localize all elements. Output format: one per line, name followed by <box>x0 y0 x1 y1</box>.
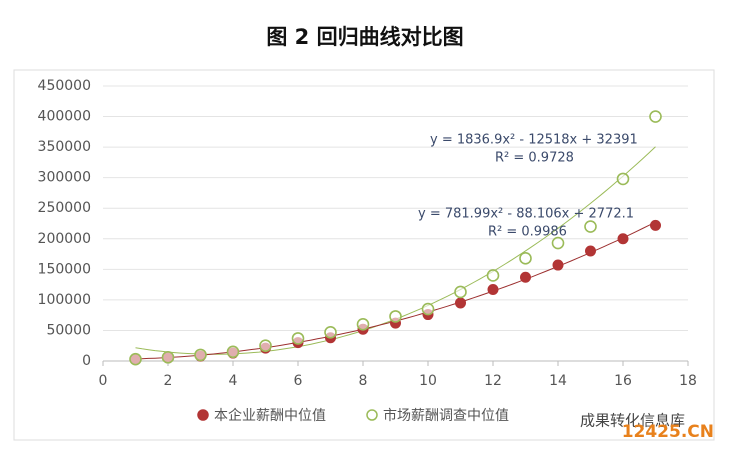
point <box>259 339 272 353</box>
y-tick-label: 200000 <box>38 231 91 247</box>
y-tick-label: 400000 <box>38 109 91 125</box>
point <box>584 220 597 233</box>
x-tick-label: 6 <box>294 373 303 389</box>
point <box>356 318 370 331</box>
point <box>616 172 630 186</box>
x-tick-label: 10 <box>419 373 437 389</box>
point <box>421 302 435 316</box>
point <box>487 284 499 295</box>
x-tick-label: 18 <box>679 373 697 389</box>
x-tick-label: 4 <box>229 373 238 389</box>
trendline <box>135 221 656 360</box>
watermark-site: 12425.CN <box>622 422 714 442</box>
y-tick-label: 450000 <box>38 78 91 94</box>
point <box>129 352 142 366</box>
point <box>585 245 596 257</box>
trend-equation: y = 781.99x² - 88.106x + 2772.1 <box>418 207 634 222</box>
x-tick-label: 2 <box>164 373 173 389</box>
point <box>389 310 402 323</box>
x-tick-label: 0 <box>99 373 108 389</box>
y-tick-label: 350000 <box>38 139 91 155</box>
point <box>486 269 500 282</box>
x-tick-label: 8 <box>359 373 368 389</box>
point <box>324 325 337 339</box>
trend-equation: y = 1836.9x² - 12518x + 32391 <box>430 133 638 148</box>
trend-r2: R² = 0.9728 <box>495 151 574 166</box>
point <box>161 351 175 364</box>
trend-r2: R² = 0.9986 <box>488 225 567 240</box>
point <box>455 297 466 309</box>
legend-marker <box>197 409 209 421</box>
y-tick-label: 100000 <box>38 292 91 308</box>
watermark-text: 成果转化信息库 <box>580 412 685 430</box>
point <box>649 110 662 123</box>
point <box>617 233 629 245</box>
legend-marker <box>366 409 378 421</box>
point <box>194 348 207 362</box>
y-tick-label: 50000 <box>46 322 91 338</box>
point <box>226 345 240 359</box>
legend-label: 本企业薪酬中位值 <box>214 407 326 424</box>
legend-label: 市场薪酬调查中位值 <box>383 407 509 424</box>
x-tick-label: 14 <box>549 373 567 389</box>
y-tick-label: 250000 <box>38 200 91 216</box>
y-tick-label: 150000 <box>38 261 91 277</box>
point <box>291 332 305 345</box>
point <box>519 252 532 265</box>
point <box>650 219 661 231</box>
chart-border <box>13 69 715 441</box>
x-tick-label: 16 <box>614 373 632 389</box>
point <box>551 236 565 250</box>
chart-title: 图 2 回归曲线对比图 <box>266 25 463 49</box>
point <box>454 285 467 299</box>
point <box>552 259 564 271</box>
y-tick-label: 300000 <box>38 170 91 186</box>
x-tick-label: 12 <box>484 373 502 389</box>
y-tick-label: 0 <box>82 353 91 369</box>
point <box>520 271 531 283</box>
